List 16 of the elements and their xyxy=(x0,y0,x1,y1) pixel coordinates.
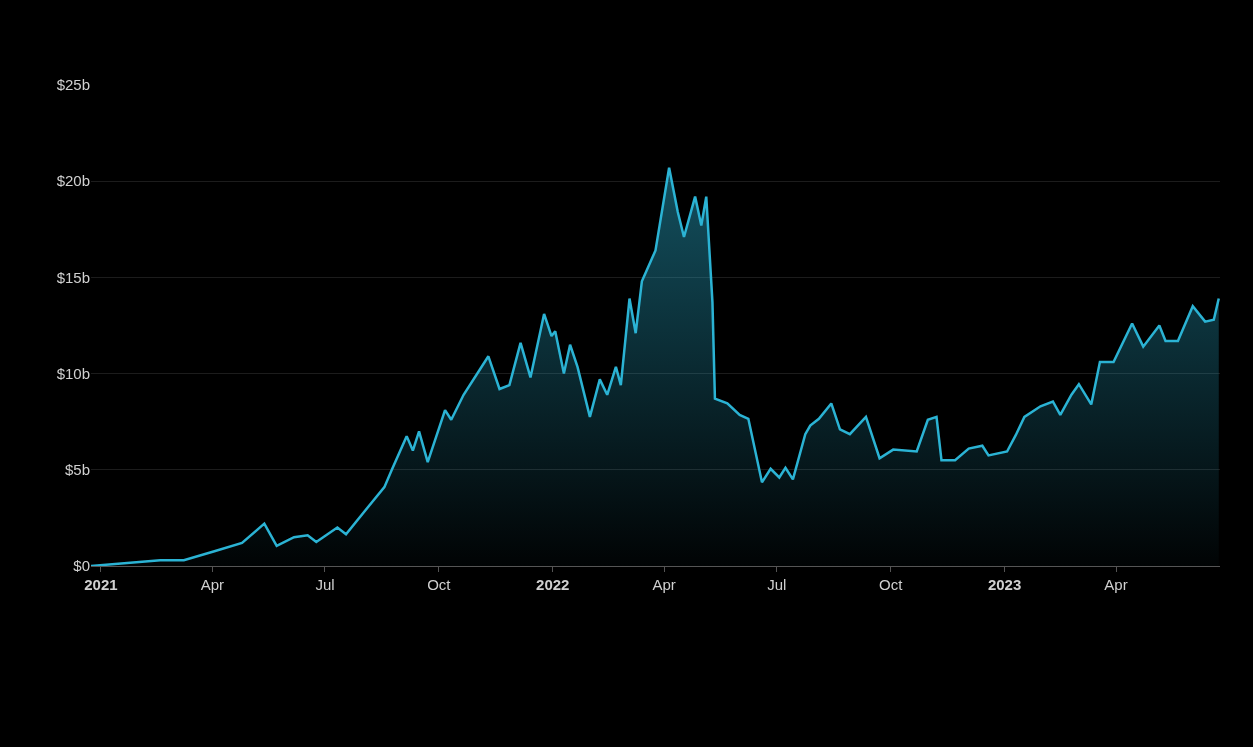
x-tick-label: Apr xyxy=(652,576,676,593)
x-tick-label: 2023 xyxy=(987,576,1022,593)
x-tick-label: Oct xyxy=(427,576,452,593)
x-tick-label: Oct xyxy=(879,576,904,593)
x-tick-label: 2021 xyxy=(84,576,118,593)
x-tick-label: Apr xyxy=(1104,576,1128,593)
y-tick-label: $5b xyxy=(64,461,90,479)
y-tick-label: $25b xyxy=(56,76,90,94)
x-tick-label: 2022 xyxy=(536,576,570,593)
x-tick-label: Jul xyxy=(315,576,335,593)
y-tick-label: $10b xyxy=(56,364,90,382)
y-tick-label: $20b xyxy=(56,172,90,190)
x-tick-label: Jul xyxy=(767,576,787,593)
x-tick-label: Apr xyxy=(200,576,224,593)
y-tick-label: $0 xyxy=(73,557,90,575)
y-tick-label: $15b xyxy=(56,268,90,286)
